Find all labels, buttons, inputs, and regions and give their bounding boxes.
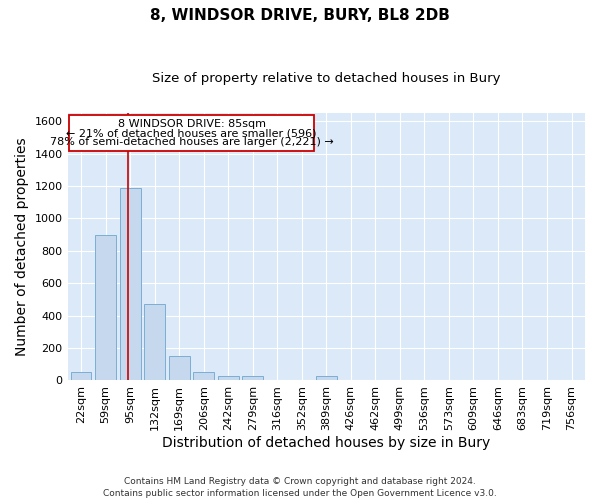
Text: Contains HM Land Registry data © Crown copyright and database right 2024.
Contai: Contains HM Land Registry data © Crown c… <box>103 476 497 498</box>
Text: 8, WINDSOR DRIVE, BURY, BL8 2DB: 8, WINDSOR DRIVE, BURY, BL8 2DB <box>150 8 450 22</box>
Text: 78% of semi-detached houses are larger (2,221) →: 78% of semi-detached houses are larger (… <box>50 137 334 147</box>
Bar <box>169 356 190 380</box>
Bar <box>144 304 165 380</box>
Bar <box>119 188 140 380</box>
Bar <box>193 372 214 380</box>
Bar <box>242 376 263 380</box>
Bar <box>71 372 91 380</box>
Text: ← 21% of detached houses are smaller (596): ← 21% of detached houses are smaller (59… <box>67 128 317 138</box>
Y-axis label: Number of detached properties: Number of detached properties <box>15 138 29 356</box>
X-axis label: Distribution of detached houses by size in Bury: Distribution of detached houses by size … <box>162 436 490 450</box>
Text: 8 WINDSOR DRIVE: 85sqm: 8 WINDSOR DRIVE: 85sqm <box>118 120 266 130</box>
Bar <box>218 376 239 380</box>
FancyBboxPatch shape <box>69 116 314 151</box>
Bar <box>316 376 337 380</box>
Bar <box>95 234 116 380</box>
Title: Size of property relative to detached houses in Bury: Size of property relative to detached ho… <box>152 72 500 86</box>
